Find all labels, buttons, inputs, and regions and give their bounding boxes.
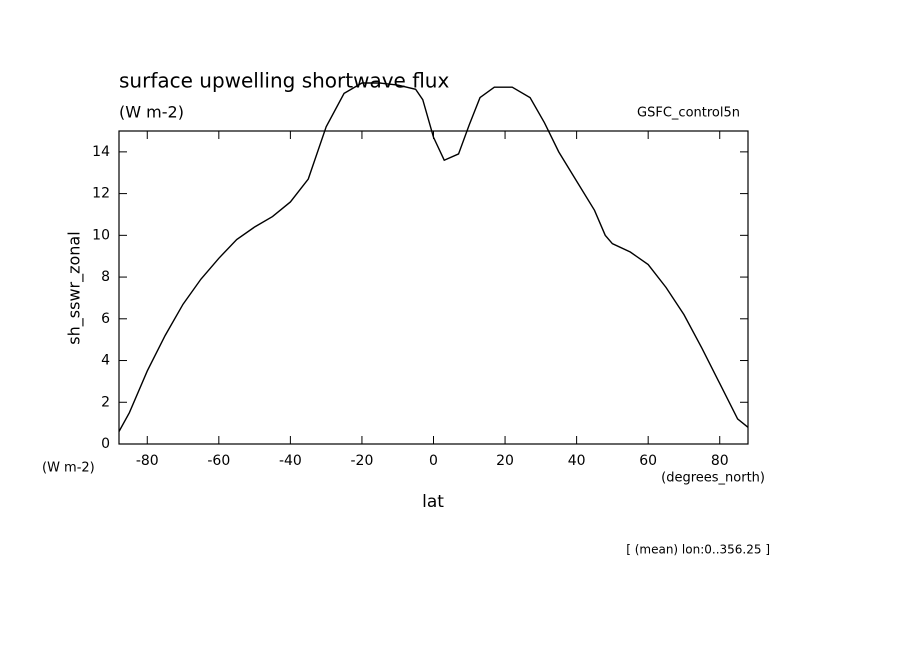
y-tick-label: 10	[92, 227, 110, 243]
x-tick-label: 80	[711, 453, 729, 469]
x-tick-label: -40	[279, 453, 302, 469]
x-tick-label: 0	[429, 453, 438, 469]
x-axis-label: lat	[422, 492, 444, 512]
y-tick-label: 0	[101, 436, 110, 452]
x-tick-label: 60	[639, 453, 657, 469]
x-tick-label: -80	[136, 453, 159, 469]
y-tick-label: 4	[101, 353, 110, 369]
y-axis-units: (W m-2)	[42, 461, 95, 476]
y-tick-label: 8	[101, 269, 110, 285]
y-axis-label: sh_sswr_zonal	[65, 231, 85, 344]
y-tick-label: 6	[101, 311, 110, 327]
chart-title: surface upwelling shortwave flux	[119, 69, 449, 93]
x-tick-label: -60	[207, 453, 230, 469]
chart-subtitle: (W m-2)	[119, 103, 184, 122]
y-tick-label: 12	[92, 186, 110, 202]
note: [ (mean) lon:0..356.25 ]	[626, 543, 770, 557]
x-tick-label: 40	[568, 453, 586, 469]
x-tick-label: 20	[496, 453, 514, 469]
y-tick-label: 2	[101, 394, 110, 410]
dataset-label: GSFC_control5n	[637, 106, 740, 121]
x-axis-units: (degrees_north)	[661, 471, 765, 486]
data-line	[118, 82, 749, 432]
y-tick-label: 14	[92, 144, 110, 160]
x-tick-label: -20	[351, 453, 374, 469]
